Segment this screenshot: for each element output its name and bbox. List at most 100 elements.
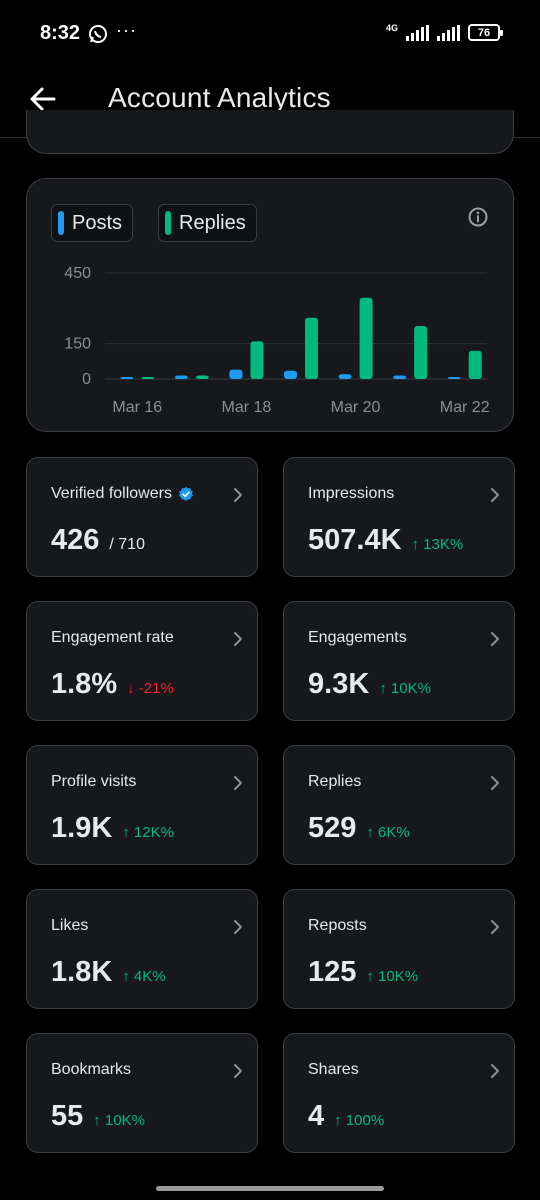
whatsapp-icon bbox=[89, 25, 107, 43]
metric-label: Replies bbox=[308, 773, 361, 791]
metric-label-text: Engagements bbox=[308, 629, 407, 646]
metric-card-impressions[interactable]: Impressions 507.4K ↑ 13K% bbox=[283, 457, 515, 577]
metric-card-replies[interactable]: Replies 529 ↑ 6K% bbox=[283, 745, 515, 865]
status-time: 8:32 bbox=[40, 22, 81, 44]
battery-level: 76 bbox=[477, 26, 491, 39]
metric-label-text: Likes bbox=[51, 917, 89, 934]
info-icon[interactable] bbox=[467, 206, 489, 228]
metric-label-text: Bookmarks bbox=[51, 1061, 132, 1078]
metric-label: Impressions bbox=[308, 485, 394, 503]
metric-label: Profile visits bbox=[51, 773, 136, 791]
metric-label: Reposts bbox=[308, 917, 367, 935]
metric-label-text: Reposts bbox=[308, 917, 367, 934]
chevron-right-icon bbox=[491, 488, 499, 502]
x-tick-label: Mar 20 bbox=[331, 399, 381, 416]
status-bar: 8:32 ··· 4G 76 bbox=[0, 0, 540, 66]
metric-value: 55 bbox=[51, 1100, 84, 1132]
metric-label-text: Profile visits bbox=[51, 773, 137, 790]
metric-value: 529 bbox=[308, 812, 357, 844]
y-tick-label: 0 bbox=[82, 371, 91, 388]
legend-label-posts: Posts bbox=[72, 211, 123, 234]
more-notifications-icon: ··· bbox=[116, 20, 137, 40]
bar-posts-mar-17 bbox=[174, 375, 188, 379]
metric-value-row: 1.8% ↓ -21% bbox=[51, 668, 174, 701]
metric-change: ↑ 100% bbox=[334, 1112, 385, 1129]
chevron-right-icon bbox=[234, 920, 242, 934]
metric-card-shares[interactable]: Shares 4 ↑ 100% bbox=[283, 1033, 515, 1153]
metric-change: ↑ 6K% bbox=[366, 824, 410, 841]
network-type: 4G bbox=[385, 23, 398, 33]
metric-value: 507.4K bbox=[308, 524, 402, 556]
chart-card: Posts Replies 0 150 450 Mar 16 Mar 18 Mar 20 M… bbox=[26, 178, 514, 432]
metric-label: Bookmarks bbox=[51, 1061, 131, 1079]
app-header: Account Analytics bbox=[0, 66, 540, 138]
metric-card-likes[interactable]: Likes 1.8K ↑ 4K% bbox=[26, 889, 258, 1009]
metric-label: Shares bbox=[308, 1061, 359, 1079]
metric-card-verified-followers[interactable]: Verified followers 426 / 710 bbox=[26, 457, 258, 577]
legend-posts[interactable]: Posts bbox=[51, 204, 134, 242]
metric-label: Likes bbox=[51, 917, 88, 935]
chevron-right-icon bbox=[234, 1064, 242, 1078]
metric-value: 125 bbox=[308, 956, 357, 988]
battery-icon: 76 bbox=[468, 24, 503, 41]
metric-change: ↑ 10K% bbox=[366, 968, 419, 985]
metric-change: ↑ 13K% bbox=[411, 536, 464, 553]
metric-value-row: 4 ↑ 100% bbox=[308, 1100, 384, 1133]
metric-value-row: 125 ↑ 10K% bbox=[308, 956, 418, 989]
bar-replies-mar-16 bbox=[141, 377, 155, 379]
metric-card-reposts[interactable]: Reposts 125 ↑ 10K% bbox=[283, 889, 515, 1009]
metric-change: ↓ -21% bbox=[127, 680, 174, 697]
bar-replies-mar-22 bbox=[468, 350, 482, 379]
signal-icon-2 bbox=[437, 24, 460, 41]
metric-value: 4 bbox=[308, 1100, 325, 1132]
bar-replies-mar-21 bbox=[414, 326, 428, 379]
bar-chart: 0 150 450 Mar 16 Mar 18 Mar 20 Mar 22 bbox=[64, 265, 490, 416]
x-tick-label: Mar 16 bbox=[112, 399, 162, 416]
metric-card-engagement-rate[interactable]: Engagement rate 1.8% ↓ -21% bbox=[26, 601, 258, 721]
bar-replies-mar-19 bbox=[304, 317, 318, 379]
metric-value-row: 1.9K ↑ 12K% bbox=[51, 812, 174, 845]
chevron-right-icon bbox=[234, 776, 242, 790]
metric-value-row: 1.8K ↑ 4K% bbox=[51, 956, 166, 989]
x-tick-label: Mar 18 bbox=[222, 399, 272, 416]
previous-card bbox=[26, 110, 514, 154]
chevron-right-icon bbox=[491, 920, 499, 934]
back-arrow-icon[interactable] bbox=[26, 82, 60, 116]
home-indicator[interactable] bbox=[156, 1186, 384, 1191]
metric-label: Engagements bbox=[308, 629, 407, 647]
x-tick-label: Mar 22 bbox=[440, 399, 490, 416]
legend-swatch-replies bbox=[165, 211, 171, 235]
chevron-right-icon bbox=[491, 632, 499, 646]
bar-replies-mar-18 bbox=[250, 341, 264, 379]
metric-value-row: 507.4K ↑ 13K% bbox=[308, 524, 463, 557]
metric-card-bookmarks[interactable]: Bookmarks 55 ↑ 10K% bbox=[26, 1033, 258, 1153]
bar-replies-mar-20 bbox=[359, 297, 373, 379]
status-indicators: 4G 76 bbox=[385, 23, 503, 41]
metric-label-text: Replies bbox=[308, 773, 362, 790]
bar-posts-mar-18 bbox=[229, 369, 243, 379]
metric-value: 1.8% bbox=[51, 668, 118, 700]
bar-replies-mar-17 bbox=[195, 375, 209, 379]
bar-posts-mar-19 bbox=[283, 370, 297, 379]
metric-card-profile-visits[interactable]: Profile visits 1.9K ↑ 12K% bbox=[26, 745, 258, 865]
bar-posts-mar-21 bbox=[393, 375, 407, 379]
metric-change: ↑ 10K% bbox=[379, 680, 431, 697]
bar-posts-mar-20 bbox=[338, 374, 352, 379]
metric-label-text: Verified followers bbox=[51, 485, 172, 502]
metric-card-engagements[interactable]: Engagements 9.3K ↑ 10K% bbox=[283, 601, 515, 721]
bar-posts-mar-22 bbox=[447, 377, 461, 379]
metric-label-text: Engagement rate bbox=[51, 629, 174, 646]
metric-change: ↑ 4K% bbox=[122, 968, 166, 985]
verified-badge-icon bbox=[178, 486, 193, 501]
metric-value-row: 9.3K ↑ 10K% bbox=[308, 668, 431, 701]
page-title: Account Analytics bbox=[108, 82, 331, 113]
legend-swatch-posts bbox=[58, 211, 64, 235]
metric-change: ↑ 12K% bbox=[122, 824, 174, 841]
legend-label-replies: Replies bbox=[179, 211, 246, 234]
legend-replies[interactable]: Replies bbox=[158, 204, 257, 242]
metric-label-text: Impressions bbox=[308, 485, 395, 502]
metric-value-row: 529 ↑ 6K% bbox=[308, 812, 410, 845]
metric-value: 1.8K bbox=[51, 956, 113, 988]
metric-label: Engagement rate bbox=[51, 629, 174, 647]
y-tick-label: 150 bbox=[64, 336, 91, 353]
